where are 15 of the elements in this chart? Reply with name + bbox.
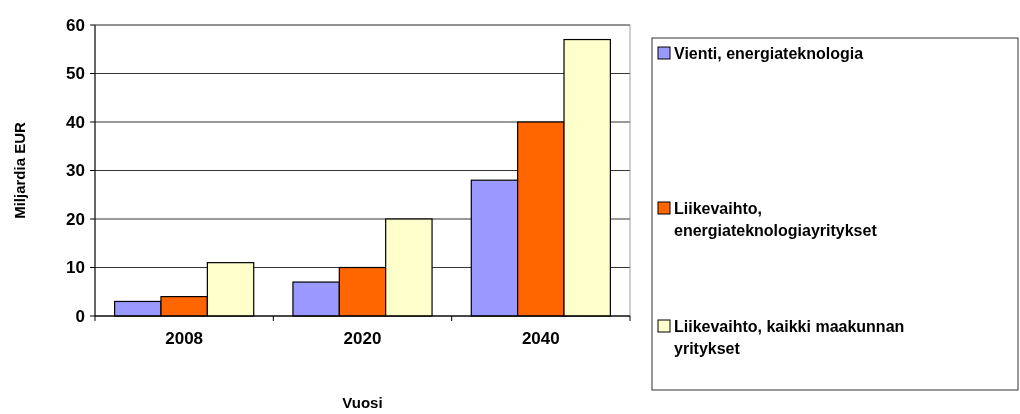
- legend-label: Liikevaihto, energiateknologiayritykset: [674, 199, 878, 239]
- y-tick-label: 30: [66, 161, 85, 181]
- legend-label: Vienti, energiateknologia: [674, 44, 864, 62]
- y-tick-label: 20: [66, 209, 85, 229]
- x-tick-label: 2008: [165, 329, 204, 348]
- x-axis-title: Vuosi: [342, 394, 383, 411]
- y-tick-label: 60: [66, 15, 85, 35]
- y-tick-label: 50: [66, 64, 85, 84]
- y-tick-label: 40: [66, 112, 85, 132]
- y-axis-title: Miljardia EUR: [11, 121, 29, 219]
- x-tick-label: 2040: [521, 329, 560, 348]
- y-tick-label: 10: [66, 258, 85, 278]
- x-tick-label: 2020: [343, 329, 382, 348]
- legend-label: Liikevaihto, kaikki maakunnan yritykset: [674, 317, 905, 357]
- y-tick-label: 0: [75, 306, 85, 326]
